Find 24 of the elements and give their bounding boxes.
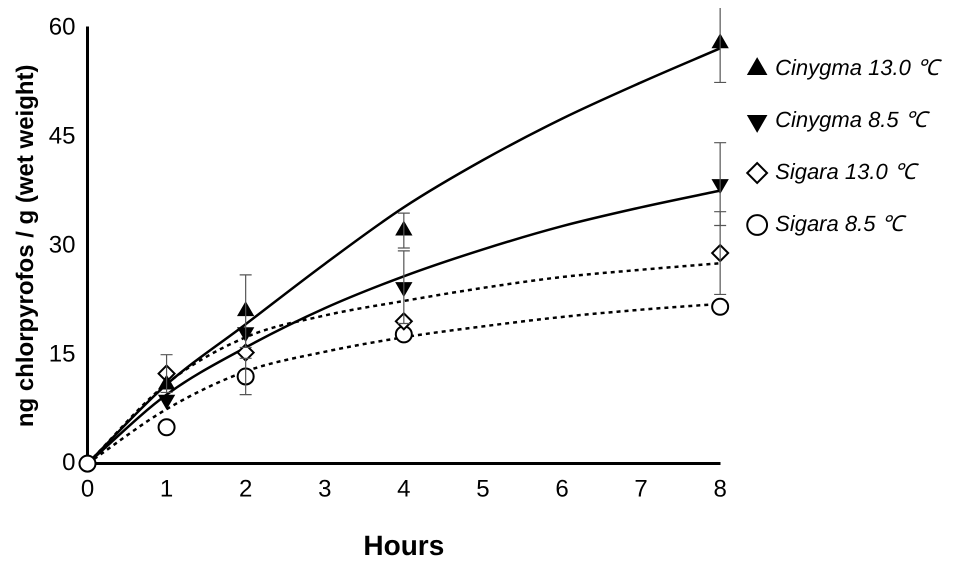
y-tick-label: 60 bbox=[48, 14, 76, 41]
point bbox=[394, 325, 413, 344]
point bbox=[78, 454, 96, 473]
x-tick-label: 3 bbox=[318, 476, 332, 503]
legend-label: Sigara 8.5 ℃ bbox=[775, 211, 908, 236]
legend-label: Sigara 13.0 ℃ bbox=[775, 159, 920, 184]
y-tick-label: 15 bbox=[48, 340, 76, 368]
point bbox=[711, 298, 730, 316]
y-axis-title: ng chlorpyrofos / g (wet weight) bbox=[12, 64, 40, 428]
x-tick-label: 4 bbox=[397, 476, 410, 503]
y-tick-label: 30 bbox=[48, 231, 76, 258]
legend-label: Cinygma 13.0 ℃ bbox=[775, 55, 943, 80]
y-tick-label: 0 bbox=[62, 449, 76, 476]
x-tick-label: 5 bbox=[476, 476, 490, 503]
x-tick-label: 8 bbox=[713, 476, 727, 503]
point bbox=[158, 418, 176, 436]
x-tick-label: 6 bbox=[555, 476, 569, 503]
y-tick-label: 45 bbox=[48, 122, 76, 150]
x-tick-label: 7 bbox=[634, 476, 648, 503]
x-tick-label: 2 bbox=[238, 476, 252, 503]
x-tick-label: 0 bbox=[80, 476, 94, 503]
x-axis-title: Hours bbox=[363, 530, 444, 561]
x-tick-label: 1 bbox=[160, 476, 174, 503]
legend-label: Cinygma 8.5 ℃ bbox=[775, 107, 931, 132]
